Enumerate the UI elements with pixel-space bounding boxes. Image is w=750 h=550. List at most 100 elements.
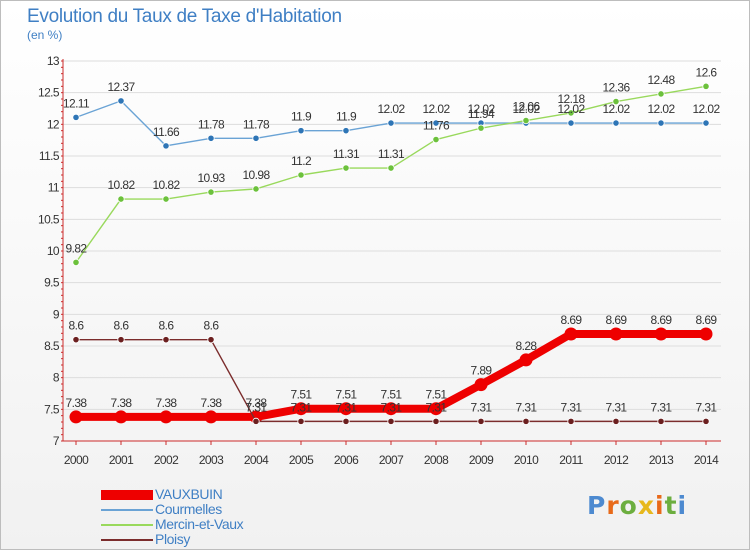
legend-item-vauxbuin: VAUXBUIN — [101, 487, 341, 502]
legend-swatch-vauxbuin — [101, 490, 153, 500]
data-label: 11.31 — [378, 147, 405, 161]
data-label: 11.2 — [291, 154, 312, 168]
data-label: 7.51 — [426, 388, 448, 402]
data-point — [567, 119, 575, 127]
data-label: 10.82 — [107, 178, 135, 192]
legend-swatch-mercin-et-vaux — [101, 524, 153, 526]
legend-label-mercin-et-vaux: Mercin-et-Vaux — [155, 516, 244, 532]
y-tick-label: 9 — [53, 307, 60, 321]
data-label: 11.76 — [423, 119, 450, 133]
data-label: 12.02 — [647, 102, 675, 116]
legend-label-ploisy: Ploisy — [155, 531, 190, 547]
data-label: 7.51 — [291, 388, 313, 402]
data-point — [702, 82, 710, 90]
data-point — [564, 327, 578, 341]
data-point — [432, 135, 440, 144]
legend-label-courmelles: Courmelles — [155, 501, 222, 517]
x-tick-label: 2004 — [244, 453, 269, 467]
data-label: 12.18 — [557, 92, 585, 106]
data-point — [432, 417, 440, 425]
data-label: 8.28 — [516, 339, 538, 353]
data-label: 11.66 — [153, 125, 180, 139]
data-label: 7.38 — [201, 396, 223, 410]
data-label: 7.31 — [291, 400, 313, 414]
data-label: 7.38 — [156, 396, 178, 410]
x-tick-label: 2011 — [559, 453, 583, 467]
data-point — [477, 124, 485, 132]
data-point — [69, 410, 83, 424]
data-label: 12.02 — [602, 102, 630, 116]
y-tick-label: 10 — [47, 244, 60, 258]
chart-unit-label: (en %) — [27, 28, 63, 42]
data-point — [162, 195, 170, 203]
data-point — [609, 327, 623, 341]
y-tick-label: 12 — [47, 117, 60, 131]
data-point — [297, 127, 305, 135]
data-label: 7.38 — [66, 396, 88, 410]
data-label: 11.78 — [243, 117, 270, 131]
x-tick-label: 2001 — [109, 453, 134, 467]
data-label: 7.31 — [696, 400, 718, 414]
legend-item-mercin-et-vaux: Mercin-et-Vaux — [101, 517, 341, 532]
data-point — [522, 417, 530, 425]
x-tick-label: 2002 — [154, 453, 179, 467]
data-point — [477, 417, 485, 425]
data-point — [207, 188, 215, 196]
data-point — [162, 142, 170, 150]
data-point — [612, 119, 620, 127]
data-point — [339, 402, 353, 416]
data-point — [204, 410, 218, 424]
data-label: 7.31 — [246, 400, 268, 414]
data-label: 8.6 — [114, 319, 130, 333]
data-label: 7.89 — [471, 364, 493, 378]
data-point — [252, 417, 260, 425]
data-point — [72, 258, 80, 266]
y-tick-label: 11.5 — [39, 149, 60, 163]
legend-label-vauxbuin: VAUXBUIN — [155, 486, 223, 502]
data-point — [657, 119, 665, 127]
data-point — [294, 402, 308, 416]
data-point — [384, 402, 398, 416]
data-label: 7.38 — [111, 396, 133, 410]
data-point — [522, 116, 530, 125]
data-label: 7.31 — [516, 400, 538, 414]
y-tick-label: 8 — [53, 371, 60, 385]
data-point — [699, 327, 713, 341]
x-tick-label: 2006 — [334, 453, 359, 467]
data-label: 10.98 — [242, 168, 270, 182]
data-point — [342, 127, 350, 135]
data-point — [654, 327, 668, 341]
x-tick-label: 2009 — [469, 453, 494, 467]
data-label: 8.6 — [69, 319, 85, 333]
x-tick-label: 2014 — [694, 453, 719, 467]
data-label: 12.36 — [602, 81, 630, 95]
data-label: 7.31 — [471, 400, 493, 414]
x-tick-label: 2013 — [649, 453, 674, 467]
y-tick-label: 12.5 — [38, 86, 60, 100]
x-tick-label: 2010 — [514, 453, 539, 467]
x-tick-label: 2012 — [604, 453, 629, 467]
legend-swatch-ploisy — [101, 539, 153, 541]
data-label: 7.38 — [246, 396, 268, 410]
data-label: 8.69 — [561, 313, 583, 327]
data-point — [114, 410, 128, 424]
data-label: 8.69 — [696, 313, 718, 327]
data-point — [297, 417, 305, 425]
data-label: 7.51 — [336, 388, 358, 402]
data-label: 8.69 — [606, 313, 628, 327]
data-label: 12.02 — [557, 102, 585, 116]
data-label: 12.02 — [467, 102, 495, 116]
data-label: 7.31 — [381, 400, 403, 414]
y-tick-label: 8.5 — [44, 339, 60, 353]
data-point — [342, 164, 350, 172]
data-label: 10.82 — [152, 178, 180, 192]
data-point — [342, 417, 350, 425]
data-label: 12.11 — [63, 96, 90, 110]
data-label: 12.37 — [107, 80, 135, 94]
data-label: 11.78 — [198, 117, 225, 131]
data-label: 12.06 — [512, 100, 540, 114]
data-label: 8.6 — [159, 319, 175, 333]
x-tick-label: 2008 — [424, 453, 449, 467]
data-label: 10.93 — [197, 171, 225, 185]
